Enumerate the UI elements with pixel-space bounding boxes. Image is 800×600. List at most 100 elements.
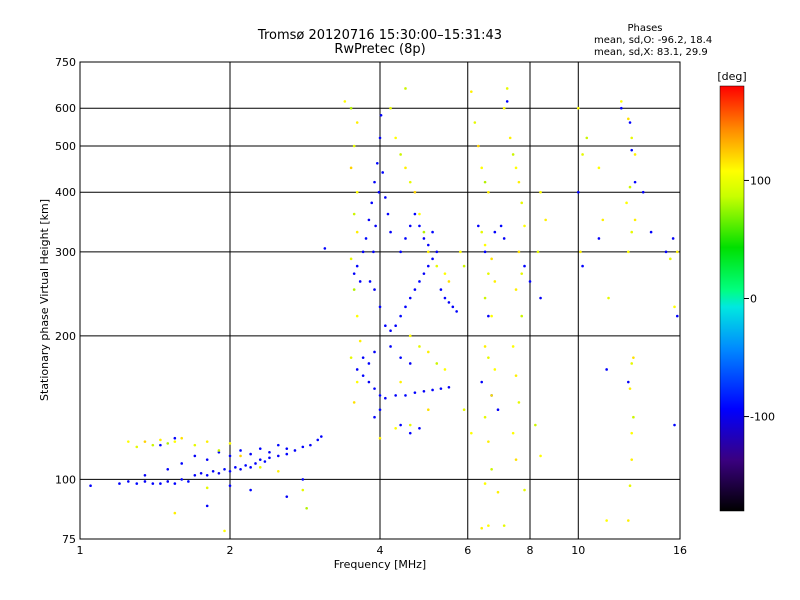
colorbar — [719, 85, 745, 512]
scatter-point — [669, 257, 672, 261]
scatter-point — [205, 504, 209, 508]
scatter-point — [514, 166, 518, 170]
scatter-point — [408, 431, 412, 435]
scatter-point — [520, 272, 524, 275]
scatter-point — [268, 456, 271, 460]
scatter-point — [539, 296, 542, 300]
scatter-point — [443, 296, 447, 300]
scatter-point — [399, 356, 402, 359]
scatter-point — [473, 121, 477, 124]
scatter-point — [361, 356, 365, 359]
scatter-point — [451, 305, 455, 309]
scatter-point — [352, 212, 356, 216]
scatter-point — [404, 166, 407, 170]
scatter-point — [355, 230, 359, 234]
scatter-point — [483, 180, 487, 184]
scatter-point — [384, 196, 387, 199]
scatter-point — [493, 230, 497, 234]
scatter-point — [528, 280, 532, 283]
scatter-point — [523, 264, 526, 268]
scatter-point — [490, 257, 493, 261]
scatter-point — [367, 380, 371, 384]
colorbar-tick-label: 0 — [750, 293, 757, 306]
scatter-point — [254, 462, 257, 465]
scatter-point — [605, 519, 608, 522]
scatter-point — [370, 201, 374, 205]
scatter-point — [431, 230, 434, 234]
scatter-point — [508, 136, 512, 140]
scatter-point — [502, 524, 506, 527]
scatter-point — [502, 106, 506, 110]
x-tick-label: 16 — [673, 544, 687, 557]
scatter-point — [228, 469, 232, 473]
scatter-point — [404, 305, 407, 309]
scatter-point — [173, 511, 177, 515]
scatter-point — [422, 390, 426, 393]
scatter-point — [499, 224, 503, 228]
scatter-point — [443, 368, 447, 371]
scatter-point — [367, 218, 371, 222]
scatter-point — [496, 490, 500, 494]
scatter-point — [276, 469, 280, 473]
y-tick-label: 750 — [55, 56, 76, 69]
scatter-point — [511, 345, 515, 348]
colorbar-ticks: 100 0 -100 — [744, 174, 775, 424]
x-tick-label: 2 — [227, 544, 234, 557]
scatter-point — [217, 449, 221, 452]
y-tick-label: 400 — [55, 186, 76, 199]
scatter-point — [470, 431, 473, 435]
scatter-point — [630, 230, 634, 234]
scatter-point — [384, 324, 387, 328]
scatter-point — [628, 484, 632, 488]
scatter-point — [664, 250, 668, 254]
scatter-point — [628, 387, 632, 390]
scatter-point — [517, 180, 521, 184]
y-tick-label: 75 — [62, 533, 76, 546]
scatter-point — [399, 380, 402, 384]
scatter-point — [627, 250, 630, 254]
scatter-point — [671, 237, 675, 240]
scatter-point — [285, 447, 289, 450]
scatter-point — [502, 237, 506, 240]
scatter-point — [373, 387, 376, 390]
scatter-point — [673, 305, 676, 309]
scatter-point — [389, 106, 392, 110]
scatter-point — [389, 345, 392, 348]
scatter-point — [349, 106, 353, 110]
scatter-point — [483, 482, 487, 485]
scatter-point — [375, 161, 379, 165]
scatter-point — [378, 394, 382, 397]
scatter-point — [673, 423, 676, 427]
scatter-point — [490, 467, 493, 471]
scatter-point — [483, 345, 487, 348]
scatter-point — [520, 314, 524, 318]
scatter-point — [378, 305, 382, 309]
scatter-point — [632, 356, 635, 359]
scatter-point — [487, 272, 490, 275]
scatter-point — [249, 488, 252, 492]
scatter-point — [477, 224, 480, 228]
colorbar-tick-label: -100 — [750, 411, 775, 424]
scatter-point — [355, 264, 359, 268]
scatter-point — [514, 374, 518, 377]
scatter-point — [517, 401, 521, 404]
scatter-point — [632, 415, 635, 419]
scatter-point — [625, 201, 628, 205]
scatter-point — [301, 445, 305, 449]
scatter-point — [422, 230, 426, 234]
scatter-point — [352, 144, 356, 148]
scatter-point — [135, 482, 139, 485]
scatter-point — [413, 212, 417, 216]
scatter-point — [523, 224, 526, 228]
scatter-point — [258, 458, 262, 461]
scatter-point — [159, 443, 162, 447]
scatter-point — [151, 482, 155, 485]
scatter-point — [384, 396, 387, 400]
scatter-point — [368, 280, 372, 283]
scatter-point — [487, 314, 490, 318]
scatter-point — [355, 190, 359, 194]
scatter-point — [627, 380, 630, 384]
scatter-point — [285, 452, 289, 456]
scatter-point — [633, 218, 637, 222]
scatter-point — [223, 467, 226, 471]
